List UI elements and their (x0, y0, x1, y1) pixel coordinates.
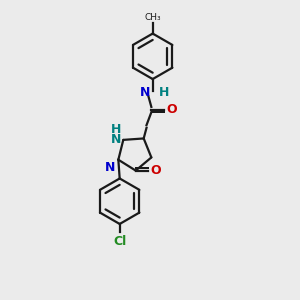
Text: O: O (150, 164, 161, 177)
Text: O: O (167, 103, 177, 116)
Text: H: H (111, 123, 121, 136)
Text: Cl: Cl (113, 236, 126, 248)
Text: H: H (159, 86, 169, 100)
Text: N: N (111, 133, 121, 146)
Text: CH₃: CH₃ (144, 13, 161, 22)
Text: N: N (140, 86, 151, 100)
Text: N: N (105, 161, 116, 174)
